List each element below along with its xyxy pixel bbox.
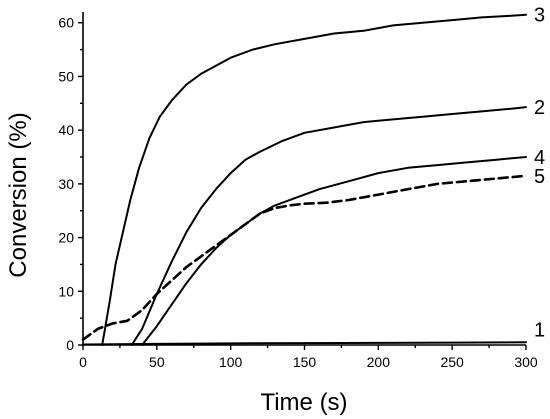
y-tick-label: 50 [58, 68, 74, 84]
axes [82, 12, 526, 346]
series-group: 1 2 3 45 [81, 5, 545, 346]
x-tick-label: 150 [293, 354, 317, 370]
y-tick-label: 0 [66, 337, 74, 353]
series-4-line [141, 156, 527, 346]
x-tick-label: 200 [367, 354, 391, 370]
series-1-label: 1 [534, 319, 545, 341]
series-3-label: 3 [534, 5, 545, 27]
ticks: 0 50 100 150 200 250 300 0 10 20 30 40 50 60 [58, 15, 537, 370]
x-tick-label: 100 [219, 354, 243, 370]
y-axis-title: Conversion (%) [5, 112, 32, 277]
series-5-label: 5 [534, 166, 545, 188]
series-5-line [81, 174, 528, 341]
series-1-line [82, 341, 527, 346]
series-2-label: 2 [534, 97, 545, 119]
x-tick-label: 250 [440, 354, 464, 370]
y-tick-label: 60 [58, 15, 74, 31]
x-tick-label: 0 [79, 354, 87, 370]
y-tick-label: 20 [58, 230, 74, 246]
series-4-label: 4 [534, 147, 545, 169]
x-axis-title: Time (s) [260, 389, 347, 416]
y-tick-label: 40 [58, 122, 74, 138]
series-2-line [130, 106, 527, 346]
series-3-line [101, 13, 527, 346]
y-tick-label: 10 [58, 283, 74, 299]
x-tick-label: 50 [149, 354, 165, 370]
y-tick-label: 30 [58, 176, 74, 192]
x-tick-label: 300 [514, 354, 538, 370]
